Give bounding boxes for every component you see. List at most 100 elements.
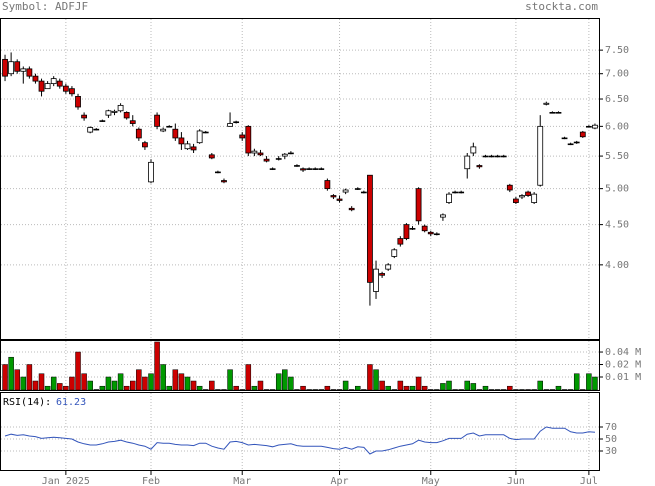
candle-body [585,125,592,128]
candle-body [294,165,300,167]
volume-bar [318,389,325,391]
volume-bar [555,385,562,391]
candle-body [172,128,179,139]
volume-bar [525,389,531,391]
candle-body [421,225,428,232]
candle-body [196,130,203,144]
volume-bar [69,376,75,391]
volume-bar [592,376,598,391]
candle-body [269,168,276,170]
volume-bar [415,376,422,391]
volume-bar [549,389,556,391]
volume-bar [312,389,318,391]
volume-bar [2,364,8,391]
candle-body [214,171,221,174]
candle-body [233,121,240,124]
volume-bar [282,369,288,391]
candle-body [464,155,471,170]
volume-bar [464,380,470,391]
y-tick-label: 7.50 [605,45,629,56]
candle-body [239,134,246,139]
candle-body [537,125,544,186]
volume-bar [75,351,81,391]
volume-bar [391,389,398,391]
x-tick-label: Apr [330,476,348,486]
candle-body [99,120,106,122]
candle-body [160,128,167,132]
candle-body [148,161,154,183]
y-tick-label: 4.00 [605,260,629,271]
volume-bar [294,389,300,391]
x-tick-label: Jun [507,476,525,486]
volume-bar [543,389,550,391]
volume-bar [245,364,252,391]
source-label: stockta.com [525,0,598,13]
volume-bar [494,389,501,391]
candle-body [62,85,69,92]
volume-bar [446,380,452,391]
y-tick-label: 0.01 M [605,372,641,383]
volume-bar [269,389,276,391]
volume-bar [130,380,136,391]
candle-body [275,158,282,160]
candle-body [142,142,148,148]
volume-bar [397,380,404,391]
candle-body [458,191,465,194]
volume-bar [190,380,197,391]
volume-bar [257,380,264,391]
candle-body [318,168,325,170]
symbol-label: Symbol: ADFJF [2,0,88,13]
volume-bar [57,383,63,391]
candle-body [360,191,367,194]
candle-body [494,155,501,158]
candle-body [440,214,446,218]
volume-bar [154,341,160,391]
candle-body [385,264,392,270]
candle-body [543,102,550,105]
candle-body [2,58,8,77]
x-tick-label: Jul [580,476,598,486]
volume-bar [409,385,416,391]
candle-body [26,68,33,77]
candle-body [525,191,531,196]
candle-body [312,168,319,170]
x-tick-label: Feb [142,476,160,486]
y-tick-label: 7.00 [605,69,629,80]
volume-bar [452,389,458,391]
volume-bar [421,385,428,391]
volume-bar [275,373,282,391]
volume-bar [178,373,185,391]
volume-bar [227,369,233,391]
volume-bar [470,383,477,391]
volume-bar [300,385,306,391]
candle-body [257,152,264,156]
volume-bar [26,364,33,391]
volume-bar [428,389,434,391]
volume-bar [136,369,142,391]
volume-bar [105,376,112,391]
candle-body [221,180,227,183]
volume-bar [586,373,592,391]
volume-bar [87,380,93,391]
volume-bar [63,385,69,391]
candle-body [379,273,386,276]
volume-bar [458,389,464,391]
candle-body [409,228,416,230]
candle-body [549,112,556,114]
volume-bar [184,376,191,391]
volume-bar [513,389,519,391]
candle-body [348,207,355,211]
candle-body [287,152,294,155]
volume-bar [81,373,87,391]
candle-body [397,238,404,245]
y-tick-label: 30 [605,446,617,457]
candle-body [391,249,398,257]
volume-bar [361,389,367,391]
volume-bar [476,389,483,391]
volume-bar [32,380,39,391]
volume-bar [306,389,312,391]
rsi-panel [0,392,600,471]
volume-bar [44,385,51,391]
candle-body [44,83,51,90]
volume-bar [8,356,14,391]
